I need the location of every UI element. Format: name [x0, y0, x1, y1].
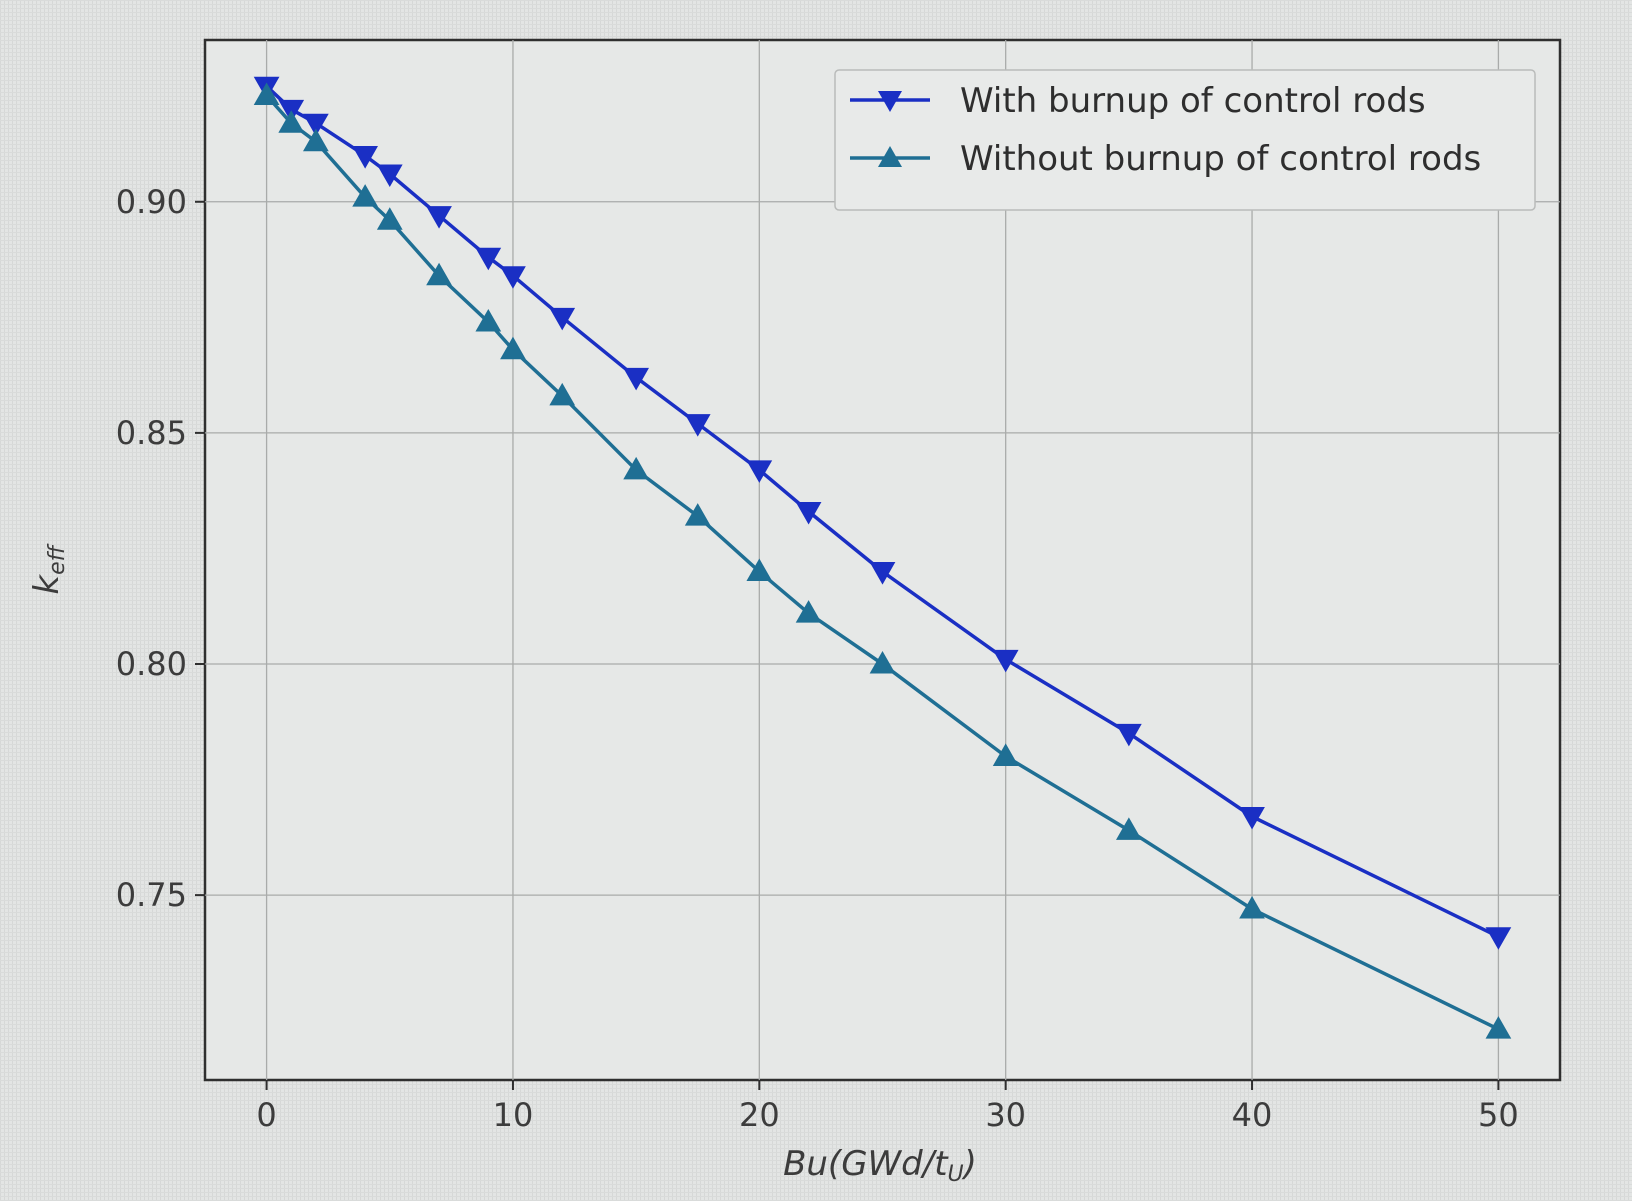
data-point — [303, 128, 329, 152]
data-point — [352, 184, 378, 207]
data-point — [253, 82, 280, 105]
legend-label: With burnup of control rods — [960, 81, 1426, 121]
data-point — [795, 600, 822, 623]
legend-entry: Without burnup of control rods — [850, 139, 1481, 179]
x-axis-label: Bu(GWd/tU) — [783, 1144, 977, 1187]
data-point — [549, 307, 576, 331]
data-point — [278, 110, 305, 133]
legend-entry: With burnup of control rods — [850, 81, 1426, 121]
data-point — [1239, 895, 1265, 919]
data-point — [869, 650, 896, 674]
data-point — [352, 146, 378, 169]
data-point — [376, 207, 403, 230]
data-point — [992, 649, 1019, 673]
data-point — [303, 113, 329, 137]
legend-box — [834, 69, 1536, 211]
data-point — [549, 382, 576, 406]
data-point — [746, 558, 773, 582]
x-tick-label: 50 — [1478, 1096, 1519, 1134]
x-tick-label: 30 — [985, 1096, 1026, 1134]
legend-marker — [878, 91, 902, 112]
data-point — [795, 501, 822, 525]
data-point — [684, 414, 711, 437]
data-point — [500, 266, 526, 289]
legend-marker — [878, 146, 902, 167]
x-tick-label: 20 — [739, 1096, 780, 1134]
data-point — [1115, 723, 1142, 747]
data-point — [426, 262, 452, 286]
data-point — [1115, 817, 1142, 840]
data-point — [376, 164, 403, 188]
legend-label: Without burnup of control rods — [960, 139, 1481, 179]
series-layer — [253, 76, 1512, 1039]
x-tick-label: 40 — [1232, 1096, 1273, 1134]
series-1 — [253, 76, 1512, 950]
data-point — [746, 460, 773, 483]
data-point — [475, 247, 502, 271]
data-point — [869, 562, 896, 585]
legend: With burnup of control rods Without burnu… — [834, 69, 1536, 211]
axis-ticks: 0 10 20 30 40 50 0.75 0.80 0.85 0.90 — [116, 183, 1519, 1134]
x-tick-label: 10 — [493, 1096, 534, 1134]
y-axis-label: keff — [27, 543, 70, 594]
x-tick-label: 0 — [256, 1096, 276, 1134]
data-point — [1239, 807, 1265, 830]
y-tick-label: 0.75 — [116, 876, 187, 914]
data-point — [475, 308, 502, 332]
data-point — [623, 367, 649, 391]
data-point — [500, 336, 526, 360]
y-tick-label: 0.85 — [116, 414, 187, 452]
data-point — [1485, 1016, 1512, 1039]
data-point — [684, 503, 711, 526]
series-2 — [253, 82, 1512, 1039]
data-point — [992, 743, 1019, 766]
y-tick-label: 0.90 — [116, 183, 187, 221]
y-tick-label: 0.80 — [116, 645, 187, 683]
data-point — [1485, 927, 1512, 950]
data-point — [623, 456, 649, 480]
data-point — [426, 206, 452, 229]
series-line — [265, 94, 1500, 1031]
